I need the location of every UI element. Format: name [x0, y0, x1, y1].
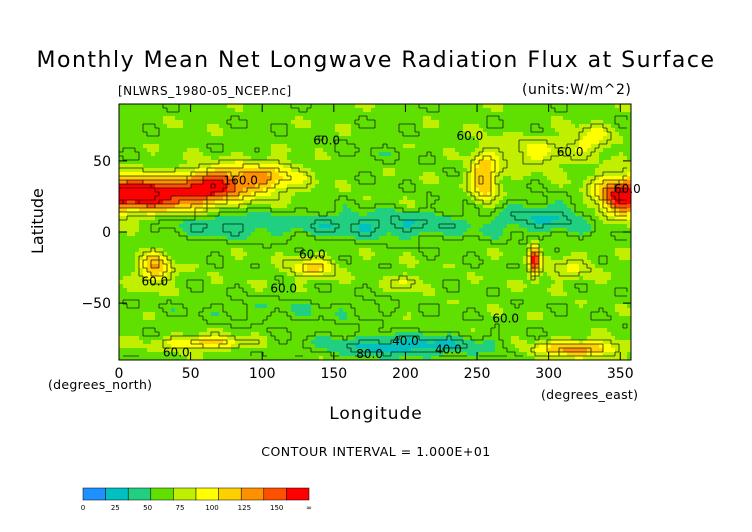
- colorbar-swatch: [218, 487, 242, 501]
- contour-label: 60.0: [557, 145, 584, 159]
- x-tick-label: 150: [320, 366, 347, 382]
- x-tick-label: 100: [249, 366, 276, 382]
- x-tick-label: 300: [535, 366, 562, 382]
- y-tick-label: 0: [102, 225, 111, 241]
- x-tick-label: 250: [464, 366, 491, 382]
- colorbar-label: 0: [81, 504, 85, 512]
- contour-label: 60.0: [457, 129, 484, 143]
- flux-field: [119, 104, 631, 360]
- contour-label: 60.0: [313, 133, 340, 147]
- contour-lines: [119, 104, 628, 357]
- x-unit-label: (degrees_east): [541, 387, 639, 402]
- colorbar-swatch: [82, 487, 106, 501]
- x-tick-label: 0: [115, 366, 124, 382]
- contour-label: 60.0: [163, 345, 190, 359]
- colorbar-swatch: [263, 487, 287, 501]
- colorbar-swatch: [286, 487, 310, 501]
- y-tick-label: 50: [93, 154, 111, 170]
- contour-label: 60.0: [492, 311, 519, 325]
- contour-label: 60.0: [141, 274, 168, 288]
- x-axis: 0 50 100 150 200 250 300 350: [115, 104, 634, 382]
- colorbar-label: 25: [111, 504, 120, 512]
- colorbar-swatch: [127, 487, 152, 501]
- colorbar-swatch: [195, 487, 219, 501]
- x-tick-label: 50: [182, 366, 200, 382]
- contour-label: 80.0: [356, 347, 383, 361]
- y-unit-label: (degrees_north): [48, 377, 153, 392]
- colorbar-label: 125: [238, 504, 251, 512]
- colorbar-label: 100: [205, 504, 218, 512]
- colorbar-swatch: [105, 487, 129, 501]
- contour-label: 160.0: [224, 173, 258, 187]
- colorbar-swatch: [173, 487, 197, 501]
- x-tick-label: 200: [392, 366, 419, 382]
- contour-label: 60.0: [299, 247, 326, 261]
- contour-interval-label: CONTOUR INTERVAL = 1.000E+01: [261, 444, 491, 459]
- contour-label: 40.0: [392, 334, 419, 348]
- chart-title: Monthly Mean Net Longwave Radiation Flux…: [36, 48, 716, 73]
- contour-labels: 60.0 60.0 60.0 60.0 160.0 60.0 60.0 60.0 60.0 40.…: [141, 129, 640, 361]
- colorbar-swatch: [240, 487, 265, 501]
- contour-label: 40.0: [435, 343, 462, 357]
- y-axis: −50 0 50: [81, 154, 631, 312]
- units-label: (units:W/m^2): [522, 82, 632, 98]
- colorbar: 0 25 50 75 100 125 150 ∞: [81, 487, 312, 512]
- contour-label: 60.0: [270, 281, 297, 295]
- file-name-label: [NLWRS_1980-05_NCEP.nc]: [118, 84, 292, 98]
- colorbar-label: 150: [270, 504, 283, 512]
- colorbar-label: 50: [143, 504, 152, 512]
- y-axis-label: Latitude: [28, 188, 47, 254]
- colorbar-swatch: [150, 487, 174, 501]
- colorbar-label: 75: [175, 504, 184, 512]
- contour-label: 60.0: [614, 182, 641, 196]
- x-tick-label: 350: [607, 366, 634, 382]
- colorbar-label: ∞: [306, 504, 312, 512]
- y-tick-label: −50: [81, 296, 111, 312]
- x-axis-label: Longitude: [329, 404, 423, 424]
